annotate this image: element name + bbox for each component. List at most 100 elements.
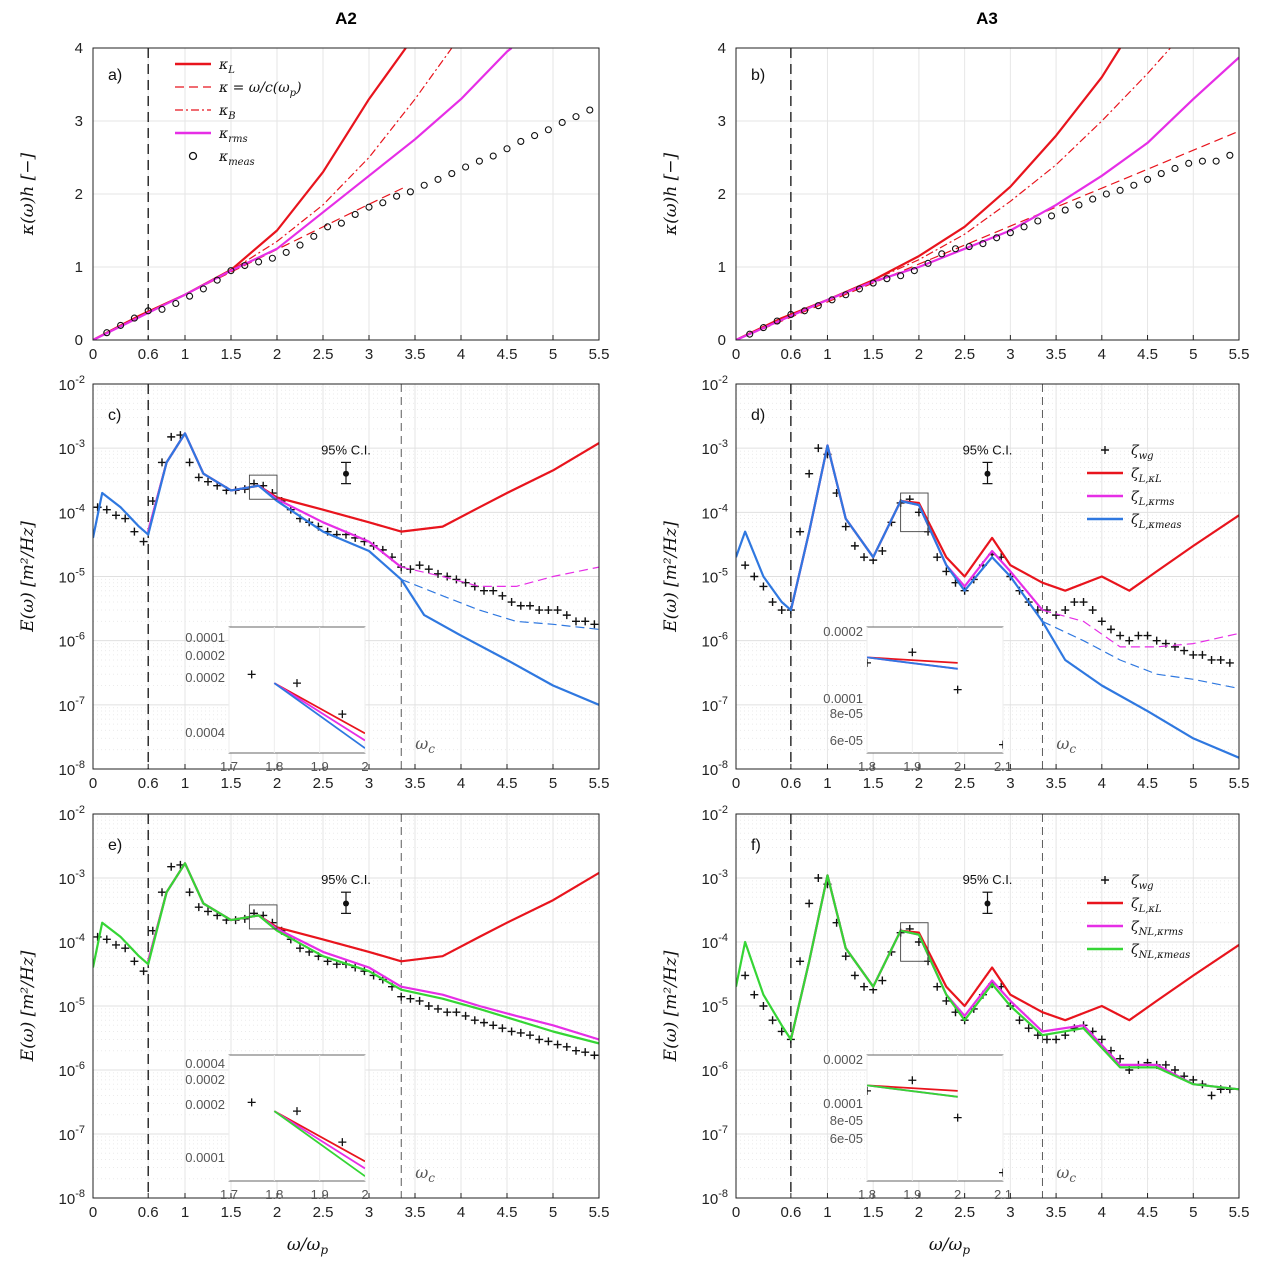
x-tick-label: 3 xyxy=(365,346,373,363)
data-point-plus xyxy=(796,957,805,966)
omega-c-label: ωc xyxy=(1056,734,1076,756)
data-point-plus xyxy=(850,541,859,550)
y-tick-label: 0 xyxy=(718,332,726,349)
x-tick-label: 0.6 xyxy=(780,775,801,792)
inset-data-point xyxy=(867,1086,871,1095)
data-point-plus xyxy=(814,874,823,882)
x-tick-label: 2.5 xyxy=(954,346,975,363)
ci-label: 95% C.I. xyxy=(321,872,371,887)
data-point-circle xyxy=(1171,164,1179,172)
x-tick-label: 5 xyxy=(549,1204,557,1221)
panel-c-inset: 1.7 1.8 1.9 2 0.0001 0.0002 0.0002 0.0004 xyxy=(185,626,369,774)
x-tick-label: 5 xyxy=(1189,346,1197,363)
inset-data-point xyxy=(338,1138,347,1147)
data-point-plus xyxy=(139,537,148,546)
x-tick-label: 0 xyxy=(732,346,740,363)
x-tick-label: 4 xyxy=(1098,775,1106,792)
x-tick-label: 0.6 xyxy=(138,346,159,363)
panel-b-marks xyxy=(736,48,1239,340)
inset-series-line-1 xyxy=(867,656,958,664)
panel-e: 0 0.6 1 1.5 2 2.5 3 3.5 4 4.5 5 5.5 10-8 10-7 10-6 10-5… xyxy=(18,804,609,1221)
y-tick-label: 10-7 xyxy=(59,695,85,715)
y-tick-label: 1 xyxy=(718,259,726,276)
data-point-plus xyxy=(167,432,176,441)
omega-c-label: ωc xyxy=(415,1163,435,1185)
col-title-a2: A2 xyxy=(335,9,357,28)
data-point-circle xyxy=(531,132,539,140)
inset-data-point xyxy=(202,1122,210,1130)
legend-marker xyxy=(1101,876,1109,884)
x-tick-label: 2 xyxy=(915,346,923,363)
inset-x-tick-label: 1.7 xyxy=(220,759,238,774)
data-point-plus xyxy=(805,899,814,908)
data-point-plus xyxy=(397,992,406,1001)
data-point-plus xyxy=(507,598,516,607)
panel-b-grid xyxy=(735,47,1240,341)
panel-a-marks xyxy=(93,48,594,340)
x-tick-label: 4 xyxy=(457,775,465,792)
x-tick-label: 2 xyxy=(915,775,923,792)
y-tick-label: 0 xyxy=(75,332,83,349)
data-point-circle xyxy=(869,279,877,287)
x-tick-label: 5 xyxy=(1189,1204,1197,1221)
inset-x-tick-label: 1.7 xyxy=(220,1187,238,1202)
data-point-circle xyxy=(828,296,836,304)
data-point-circle xyxy=(503,145,511,153)
data-point-plus xyxy=(1033,1031,1042,1040)
legend-marker xyxy=(188,151,198,161)
data-point-circle xyxy=(558,118,566,127)
panel-f-label: f) xyxy=(751,837,761,854)
x-tick-label: 3.5 xyxy=(1046,775,1067,792)
panel-e-axes: 0 0.6 1 1.5 2 2.5 3 3.5 4 4.5 5 5.5 10-8 10-7 10-6 10-5… xyxy=(18,804,609,1221)
data-point-circle xyxy=(268,254,276,262)
data-point-plus xyxy=(535,1035,544,1044)
panel-d-marks xyxy=(736,444,1239,759)
col-title-a3: A3 xyxy=(976,9,998,28)
panel-b: 0 0.6 1 1.5 2 2.5 3 3.5 4 4.5 5 5.5 0 1 2 3 4 κ(ω)h [−] b… xyxy=(661,40,1249,363)
data-point-plus xyxy=(158,888,166,897)
data-point-circle xyxy=(883,275,891,283)
data-point-plus xyxy=(1180,646,1189,655)
zoom-box xyxy=(248,904,278,930)
inset-y-tick-label: 8e-05 xyxy=(830,1113,863,1128)
inset-marks xyxy=(247,670,365,749)
data-point-circle xyxy=(199,285,207,293)
x-tick-label: 3 xyxy=(1006,1204,1014,1221)
data-point-plus xyxy=(750,990,759,999)
data-point-circle xyxy=(1212,157,1220,165)
panel-b-label: b) xyxy=(751,67,765,84)
panel-a-axes: 0 0.6 1 1.5 2 2.5 3 3.5 4 4.5 5 5.5 0 1 2 3 4 κ(ω)h [−] xyxy=(18,40,609,363)
inset-data-point xyxy=(1044,1241,1052,1249)
data-point-plus xyxy=(1088,606,1097,615)
data-point-plus xyxy=(1061,606,1070,615)
data-point-circle xyxy=(924,259,932,267)
x-tick-label: 5.5 xyxy=(1229,775,1250,792)
inset-series-line-4 xyxy=(867,656,958,670)
inset-x-tick-label: 1.9 xyxy=(311,1187,329,1202)
data-point-plus xyxy=(1015,1016,1024,1025)
data-point-plus xyxy=(759,1002,768,1010)
data-point-plus xyxy=(480,1018,488,1027)
panel-d-annotations: ωc 95% C.I. xyxy=(900,442,1076,756)
data-point-circle xyxy=(1198,157,1206,165)
zoom-box xyxy=(900,492,929,533)
legend-entry-1: ζL,κL xyxy=(1131,896,1162,915)
data-point-plus xyxy=(1061,1031,1070,1040)
x-tick-label: 4.5 xyxy=(1137,1204,1158,1221)
panel-b-frame xyxy=(735,47,1240,341)
y-tick-label: 10-2 xyxy=(702,374,728,394)
data-point-plus xyxy=(544,1037,553,1046)
data-point-plus xyxy=(434,1004,442,1013)
inset-data-point xyxy=(338,710,347,719)
data-point-plus xyxy=(1116,1054,1125,1063)
y-tick-label: 10-8 xyxy=(702,759,728,779)
data-point-plus xyxy=(590,620,599,629)
data-point-circle xyxy=(434,175,442,183)
legend-entry-1: ζL,κL xyxy=(1131,466,1162,485)
panel-f-legend: ζwg ζL,κL ζNL,κrms ζNL,κmeas xyxy=(1087,873,1190,961)
x-tick-label: 3.5 xyxy=(405,346,426,363)
inset-data-point xyxy=(293,1107,301,1116)
inset-y-tick-label: 0.0001 xyxy=(823,691,863,706)
inset-data-point xyxy=(953,1113,962,1122)
panel-d-frame xyxy=(735,383,1240,770)
